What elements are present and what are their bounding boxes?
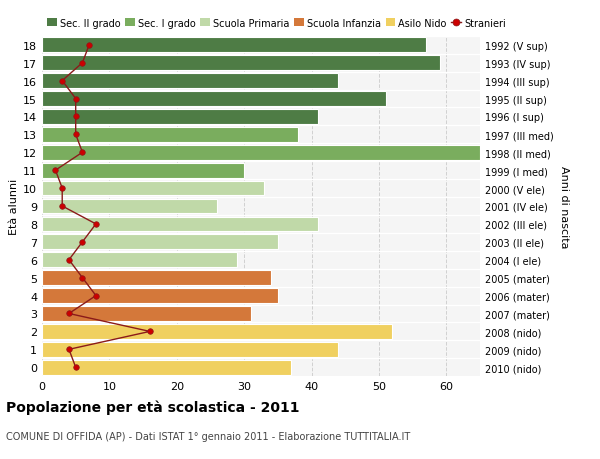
Bar	[42, 128, 298, 142]
Bar	[42, 325, 392, 339]
Bar	[42, 92, 386, 106]
Y-axis label: Età alunni: Età alunni	[9, 179, 19, 235]
Legend: Sec. II grado, Sec. I grado, Scuola Primaria, Scuola Infanzia, Asilo Nido, Stran: Sec. II grado, Sec. I grado, Scuola Prim…	[47, 18, 506, 28]
Bar	[42, 307, 251, 321]
Bar	[42, 74, 338, 89]
Bar	[42, 342, 338, 357]
Bar	[42, 199, 217, 214]
Bar	[42, 110, 318, 124]
Bar	[42, 271, 271, 285]
Text: Popolazione per età scolastica - 2011: Popolazione per età scolastica - 2011	[6, 399, 299, 414]
Bar	[42, 289, 278, 303]
Bar	[42, 39, 426, 53]
Bar	[42, 181, 265, 196]
Bar	[42, 163, 244, 178]
Text: COMUNE DI OFFIDA (AP) - Dati ISTAT 1° gennaio 2011 - Elaborazione TUTTITALIA.IT: COMUNE DI OFFIDA (AP) - Dati ISTAT 1° ge…	[6, 431, 410, 442]
Bar	[42, 56, 440, 71]
Bar	[42, 360, 292, 375]
Bar	[42, 217, 318, 232]
Bar	[42, 146, 480, 160]
Bar	[42, 253, 238, 268]
Y-axis label: Anni di nascita: Anni di nascita	[559, 165, 569, 248]
Bar	[42, 235, 278, 250]
